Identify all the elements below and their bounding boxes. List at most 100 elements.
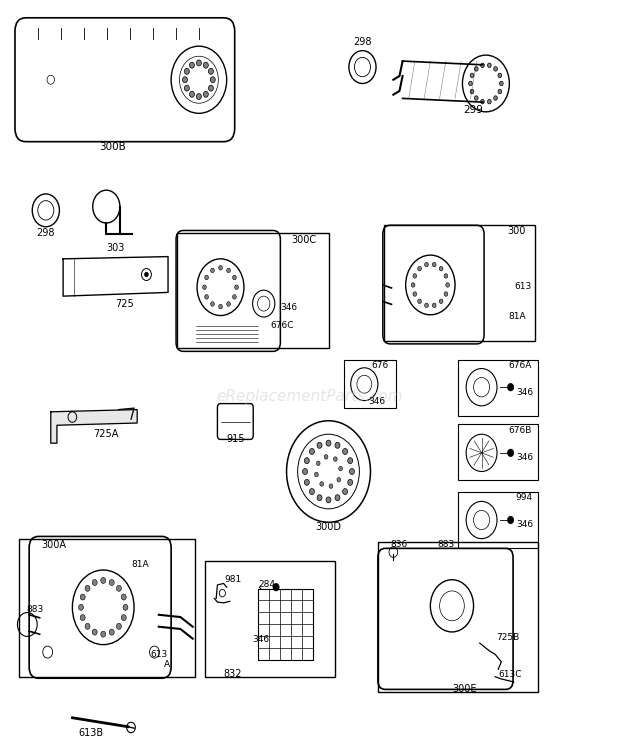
Text: 994: 994 [515,493,532,502]
Text: 298: 298 [353,37,372,47]
Circle shape [350,469,355,475]
Text: 81A: 81A [131,560,149,569]
Circle shape [335,443,340,449]
Text: 298: 298 [37,228,55,237]
Text: 346: 346 [252,635,269,644]
Circle shape [123,604,128,610]
Circle shape [432,262,436,267]
Circle shape [413,292,417,297]
Circle shape [101,631,105,637]
Circle shape [343,449,348,455]
Bar [458,360,538,416]
Circle shape [487,100,491,104]
Circle shape [494,67,497,71]
Circle shape [440,299,443,303]
Circle shape [197,60,202,66]
Text: 676A: 676A [509,361,532,370]
Circle shape [304,458,309,464]
Circle shape [446,282,450,287]
Circle shape [444,273,448,278]
Circle shape [500,81,503,85]
Circle shape [317,495,322,500]
Text: 300: 300 [508,226,526,236]
Text: 883: 883 [27,605,44,614]
Circle shape [508,383,514,391]
Text: 676B: 676B [509,426,532,435]
Circle shape [324,455,328,459]
Circle shape [470,73,474,78]
Circle shape [85,585,90,591]
Circle shape [440,267,443,271]
Circle shape [339,467,342,471]
Circle shape [109,580,114,586]
Text: 832: 832 [224,670,242,679]
Bar [205,561,335,676]
Text: 300D: 300D [316,523,342,533]
Circle shape [219,266,223,270]
Circle shape [109,629,114,635]
Circle shape [425,303,428,308]
Circle shape [348,479,353,485]
Circle shape [474,96,478,100]
Circle shape [320,482,324,486]
Text: 81A: 81A [508,312,526,321]
Circle shape [219,304,223,309]
Circle shape [316,461,320,465]
Circle shape [235,285,239,289]
Circle shape [309,488,314,494]
Circle shape [227,302,231,306]
Text: 915: 915 [227,434,245,444]
Circle shape [337,478,340,482]
Bar [257,589,313,660]
Circle shape [205,294,208,299]
Circle shape [117,623,122,629]
Circle shape [208,85,213,91]
Circle shape [480,63,484,67]
Circle shape [208,68,213,74]
Text: 300C: 300C [291,235,316,245]
Circle shape [79,604,84,610]
Circle shape [487,63,491,67]
Circle shape [304,479,309,485]
Text: 883: 883 [437,540,454,549]
Text: 725A: 725A [94,429,119,439]
Circle shape [92,629,97,635]
Circle shape [190,62,195,68]
Circle shape [203,91,208,97]
Circle shape [227,268,231,273]
Circle shape [303,469,308,475]
Circle shape [411,282,415,287]
Circle shape [273,583,279,591]
Circle shape [184,68,189,74]
Bar [458,425,538,480]
Circle shape [122,615,126,621]
Circle shape [203,285,206,289]
Circle shape [469,81,472,85]
Circle shape [184,85,189,91]
Text: 613: 613 [515,282,531,291]
Circle shape [444,292,448,297]
Text: 836: 836 [391,540,408,549]
Circle shape [92,580,97,586]
Text: 346: 346 [516,388,533,397]
Circle shape [211,302,215,306]
Circle shape [326,497,331,503]
Circle shape [480,100,484,104]
Text: 284: 284 [259,580,275,589]
Text: 299: 299 [464,105,484,115]
Circle shape [334,457,337,461]
Text: 613: 613 [150,650,167,659]
Text: 613B: 613B [78,728,104,738]
Bar [177,233,329,348]
Circle shape [474,67,478,71]
Circle shape [470,89,474,94]
Circle shape [418,299,422,303]
Circle shape [117,585,122,591]
Circle shape [144,273,148,276]
Bar [344,360,396,408]
Circle shape [498,89,502,94]
Text: 725: 725 [115,299,134,309]
Text: 346: 346 [280,303,297,312]
Circle shape [101,577,105,583]
Circle shape [425,262,428,267]
